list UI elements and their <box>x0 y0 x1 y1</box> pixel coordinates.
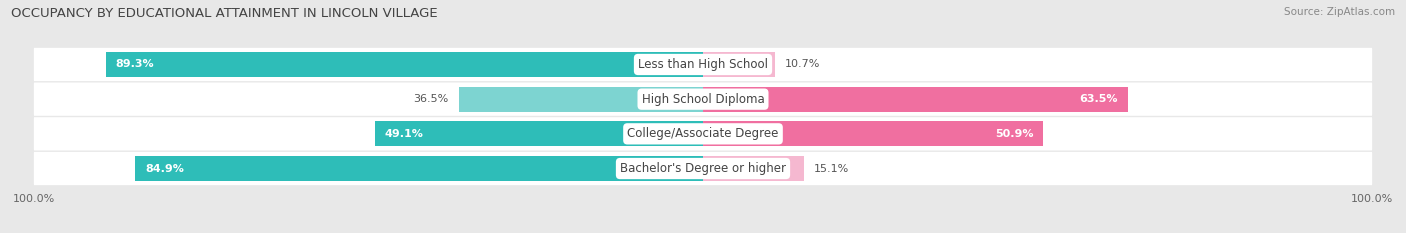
FancyBboxPatch shape <box>34 152 1372 185</box>
Text: Bachelor's Degree or higher: Bachelor's Degree or higher <box>620 162 786 175</box>
Bar <box>374 121 703 146</box>
Text: Source: ZipAtlas.com: Source: ZipAtlas.com <box>1284 7 1395 17</box>
Text: Less than High School: Less than High School <box>638 58 768 71</box>
Bar <box>458 87 703 112</box>
Text: OCCUPANCY BY EDUCATIONAL ATTAINMENT IN LINCOLN VILLAGE: OCCUPANCY BY EDUCATIONAL ATTAINMENT IN L… <box>11 7 437 20</box>
FancyBboxPatch shape <box>34 82 1372 116</box>
Text: 84.9%: 84.9% <box>145 164 184 174</box>
FancyBboxPatch shape <box>34 117 1372 151</box>
FancyBboxPatch shape <box>34 48 1372 81</box>
Text: 49.1%: 49.1% <box>385 129 423 139</box>
Bar <box>703 156 804 181</box>
Bar <box>135 156 703 181</box>
Text: High School Diploma: High School Diploma <box>641 93 765 106</box>
Text: 36.5%: 36.5% <box>413 94 449 104</box>
Text: 89.3%: 89.3% <box>115 59 155 69</box>
Bar <box>703 87 1128 112</box>
Text: 50.9%: 50.9% <box>995 129 1033 139</box>
Text: 63.5%: 63.5% <box>1080 94 1118 104</box>
Text: 15.1%: 15.1% <box>814 164 849 174</box>
Bar <box>703 121 1043 146</box>
Bar <box>105 52 703 77</box>
Text: College/Associate Degree: College/Associate Degree <box>627 127 779 140</box>
Text: 10.7%: 10.7% <box>785 59 820 69</box>
Bar <box>703 52 775 77</box>
